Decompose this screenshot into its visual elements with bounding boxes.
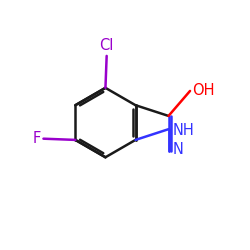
Text: N: N <box>172 142 183 157</box>
Text: NH: NH <box>172 123 194 138</box>
Text: OH: OH <box>192 83 214 98</box>
Text: Cl: Cl <box>100 38 114 54</box>
Text: F: F <box>33 131 41 146</box>
